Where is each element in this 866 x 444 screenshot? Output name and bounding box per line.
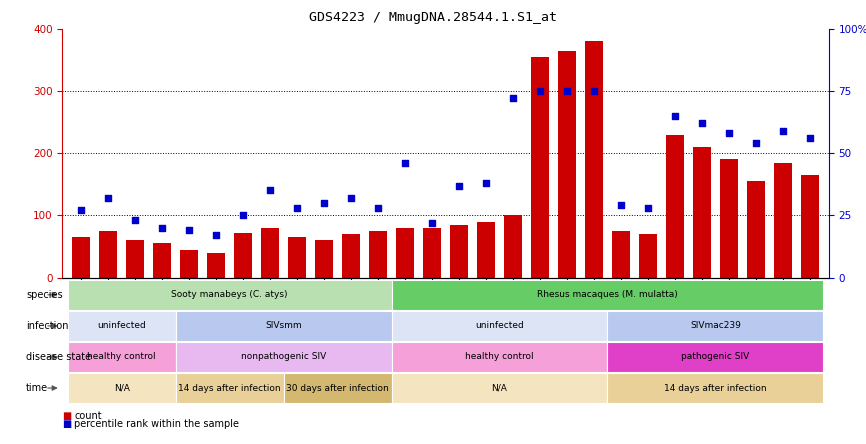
Bar xyxy=(531,57,549,278)
Bar xyxy=(585,41,603,278)
Point xyxy=(290,204,304,211)
Bar xyxy=(747,181,765,278)
Point xyxy=(263,187,277,194)
Text: percentile rank within the sample: percentile rank within the sample xyxy=(74,419,240,429)
Point xyxy=(749,140,763,147)
Point xyxy=(803,135,817,142)
Point xyxy=(398,159,412,166)
Point xyxy=(317,199,331,206)
Bar xyxy=(126,240,144,278)
Point xyxy=(372,204,385,211)
Bar xyxy=(504,215,522,278)
Text: N/A: N/A xyxy=(492,384,507,392)
Text: Rhesus macaques (M. mulatta): Rhesus macaques (M. mulatta) xyxy=(537,290,678,299)
Point xyxy=(452,182,466,189)
Point xyxy=(155,224,169,231)
Bar xyxy=(100,231,117,278)
Text: uninfected: uninfected xyxy=(475,321,524,330)
Bar xyxy=(559,51,576,278)
Point xyxy=(182,227,196,234)
Text: count: count xyxy=(74,411,102,421)
Text: SIVmac239: SIVmac239 xyxy=(690,321,740,330)
Point xyxy=(210,232,223,239)
Point xyxy=(641,204,655,211)
Text: SIVsmm: SIVsmm xyxy=(265,321,302,330)
Bar xyxy=(207,253,225,278)
Bar xyxy=(423,228,441,278)
Text: infection: infection xyxy=(26,321,68,331)
Bar xyxy=(639,234,656,278)
Bar xyxy=(288,237,306,278)
Text: ■: ■ xyxy=(62,419,72,429)
Bar xyxy=(235,233,252,278)
Bar xyxy=(774,163,792,278)
Bar xyxy=(693,147,711,278)
Point xyxy=(128,217,142,224)
Text: healthy control: healthy control xyxy=(465,353,533,361)
Point xyxy=(614,202,628,209)
Point xyxy=(560,87,574,95)
Bar xyxy=(450,225,468,278)
Text: pathogenic SIV: pathogenic SIV xyxy=(682,353,750,361)
Bar xyxy=(369,231,387,278)
Bar xyxy=(397,228,414,278)
Bar xyxy=(477,222,494,278)
Bar xyxy=(73,237,90,278)
Text: uninfected: uninfected xyxy=(97,321,146,330)
Text: time: time xyxy=(26,383,48,393)
Point xyxy=(695,120,709,127)
Bar xyxy=(666,135,684,278)
Point xyxy=(236,212,250,219)
Bar xyxy=(342,234,360,278)
Bar xyxy=(315,240,333,278)
Point xyxy=(533,87,547,95)
Point xyxy=(776,127,790,135)
Point xyxy=(74,207,88,214)
Point xyxy=(425,219,439,226)
Bar xyxy=(262,228,279,278)
Bar xyxy=(153,243,171,278)
Bar xyxy=(801,175,818,278)
Point xyxy=(101,194,115,202)
Point xyxy=(506,95,520,102)
Point xyxy=(479,179,493,186)
Text: N/A: N/A xyxy=(113,384,130,392)
Bar xyxy=(612,231,630,278)
Point xyxy=(344,194,358,202)
Text: nonpathogenic SIV: nonpathogenic SIV xyxy=(241,353,326,361)
Point xyxy=(668,112,682,119)
Text: species: species xyxy=(26,290,62,300)
Text: Sooty manabeys (C. atys): Sooty manabeys (C. atys) xyxy=(171,290,288,299)
Text: 30 days after infection: 30 days after infection xyxy=(287,384,389,392)
Point xyxy=(587,87,601,95)
Bar xyxy=(180,250,198,278)
Point xyxy=(722,130,736,137)
Text: disease state: disease state xyxy=(26,352,91,362)
Text: ■: ■ xyxy=(62,411,72,421)
Text: 14 days after infection: 14 days after infection xyxy=(178,384,281,392)
Text: GDS4223 / MmugDNA.28544.1.S1_at: GDS4223 / MmugDNA.28544.1.S1_at xyxy=(309,11,557,24)
Text: 14 days after infection: 14 days after infection xyxy=(664,384,766,392)
Bar xyxy=(721,159,738,278)
Text: healthy control: healthy control xyxy=(87,353,156,361)
